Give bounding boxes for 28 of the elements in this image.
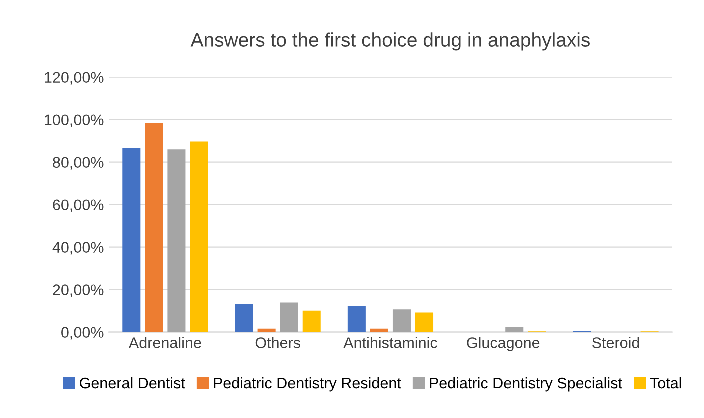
x-tick-label: Steroid xyxy=(592,337,640,348)
bar xyxy=(190,142,208,332)
y-tick-label: 120,00% xyxy=(45,72,104,85)
y-tick-label: 0,00% xyxy=(62,327,104,340)
chart-title: Answers to the first choice drug in anaphylaxis xyxy=(190,32,590,51)
bar xyxy=(348,306,366,332)
bar xyxy=(145,123,164,332)
y-tick-label: 40,00% xyxy=(52,242,104,255)
bar xyxy=(392,310,411,332)
y-tick-label: 100,00% xyxy=(45,114,104,128)
legend-label: Pediatric Dentistry Specialist xyxy=(430,377,622,392)
x-tick-label: Glucagone xyxy=(467,337,540,352)
y-tick-label: 60,00% xyxy=(53,200,104,212)
bar xyxy=(122,148,141,332)
bar xyxy=(235,304,254,332)
legend-label: Total xyxy=(650,377,682,389)
y-tick-label: 20,00% xyxy=(53,284,104,298)
x-tick-label: Others xyxy=(256,337,300,348)
bar xyxy=(168,150,186,332)
bar xyxy=(280,302,298,332)
x-tick-label: Antihistaminic xyxy=(344,337,438,348)
bar xyxy=(302,310,321,332)
x-tick-label: Adrenaline xyxy=(128,337,202,348)
legend-label: General Dentist xyxy=(80,377,186,389)
bar xyxy=(416,312,434,332)
legend-label: Pediatric Dentistry Resident xyxy=(214,377,402,392)
bar xyxy=(506,327,524,332)
y-tick-label: 80,00% xyxy=(53,157,104,170)
